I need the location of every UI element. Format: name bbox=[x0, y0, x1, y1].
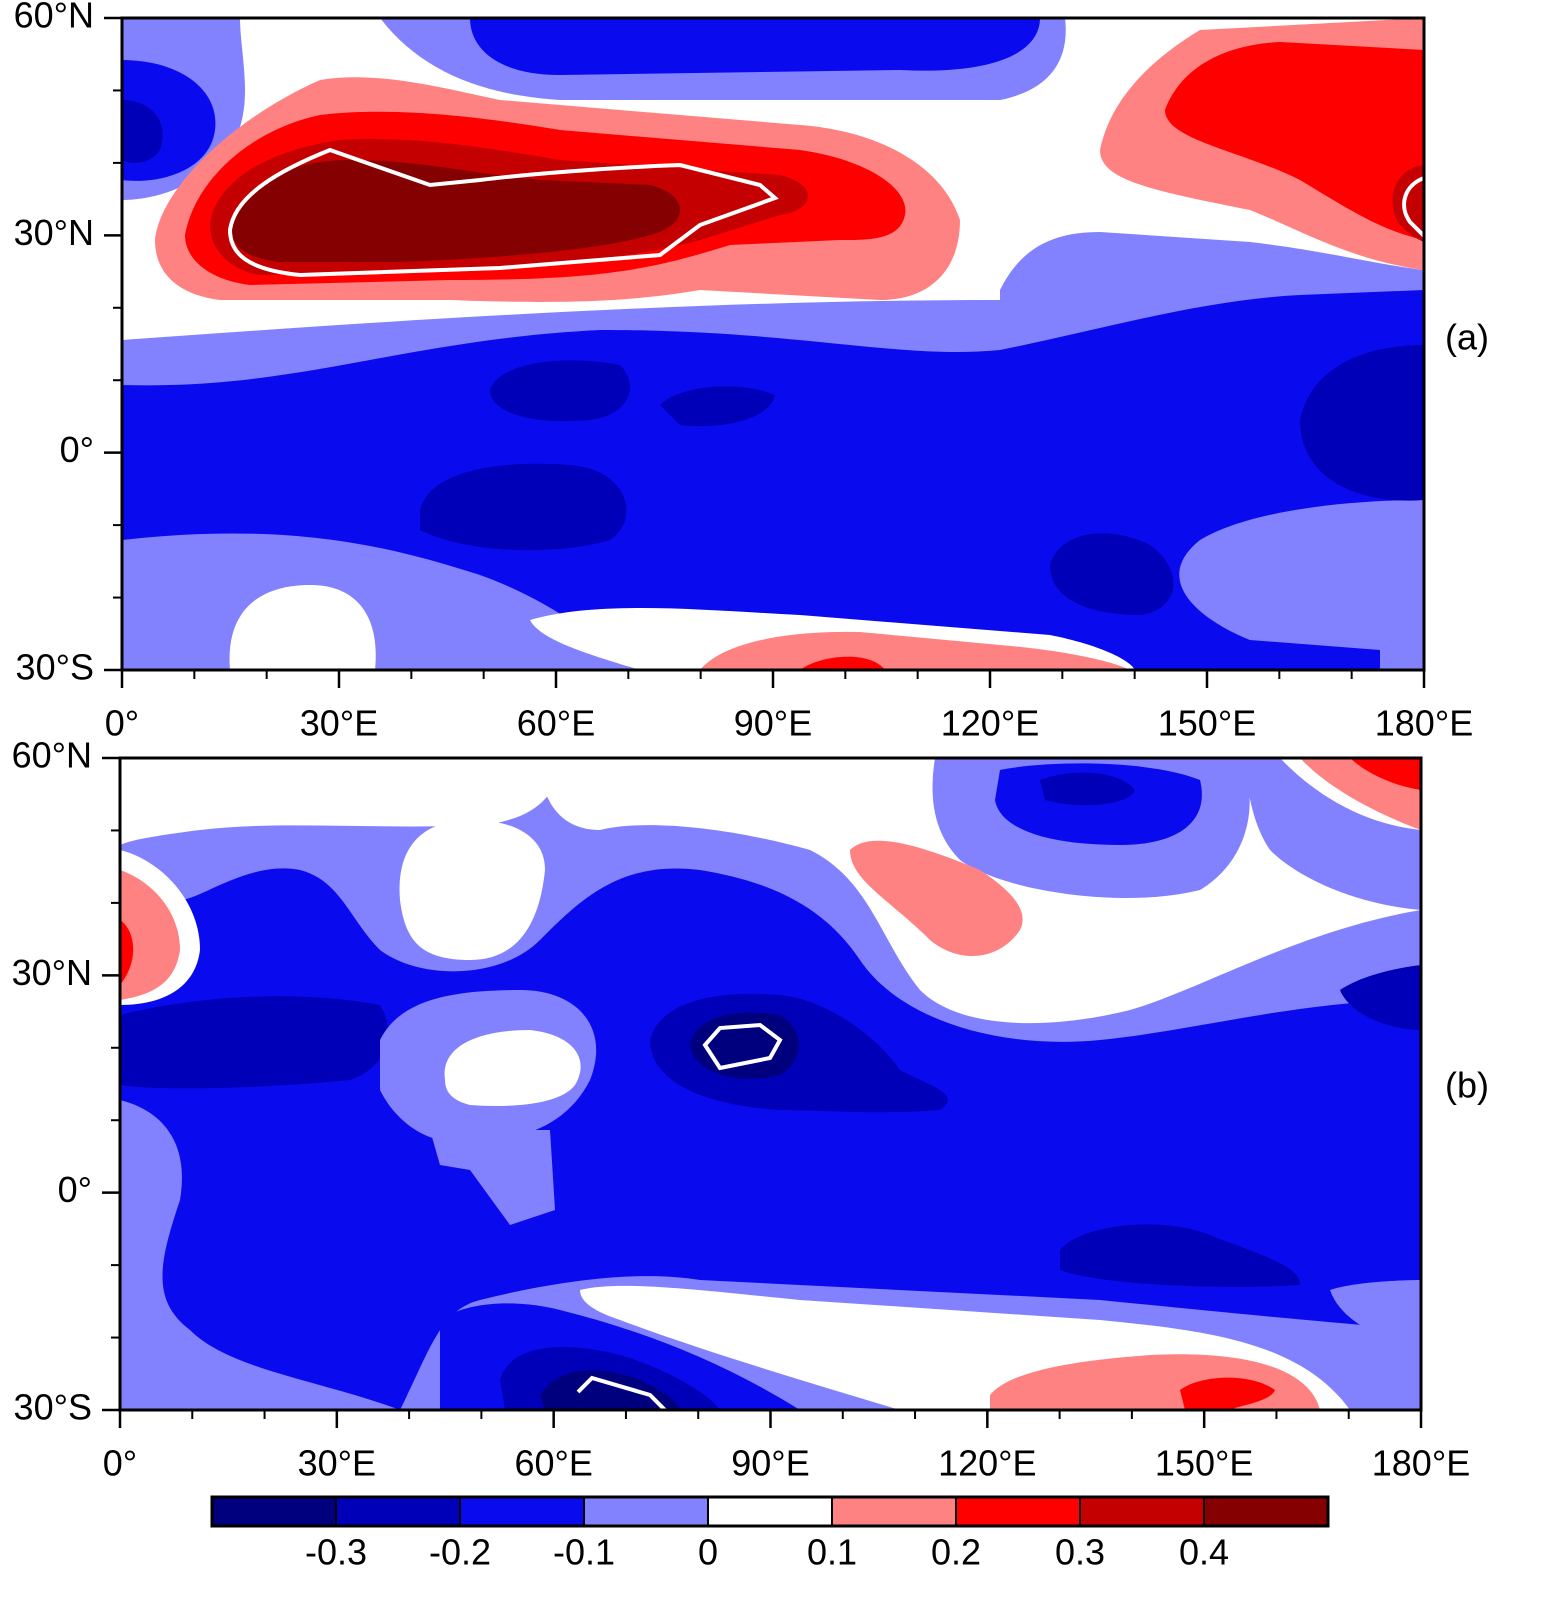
x-tick-label: 60°E bbox=[514, 1443, 592, 1484]
colorbar-label: 0.4 bbox=[1179, 1532, 1229, 1573]
y-tick-label: 30°S bbox=[16, 647, 94, 688]
colorbar-label: 0.2 bbox=[931, 1532, 981, 1573]
colorbar-label: -0.2 bbox=[429, 1532, 491, 1573]
colorbar-bin bbox=[336, 1497, 460, 1526]
y-tick-label: 60°N bbox=[12, 735, 92, 776]
x-tick-label: 0° bbox=[103, 1443, 137, 1484]
colorbar-bin bbox=[212, 1497, 336, 1526]
colorbar-bin bbox=[584, 1497, 708, 1526]
y-tick-label: 0° bbox=[60, 429, 94, 470]
colorbar-label: 0 bbox=[698, 1532, 718, 1573]
y-tick-label: 30°N bbox=[14, 212, 94, 253]
x-tick-label: 120°E bbox=[941, 703, 1039, 744]
colorbar-bin bbox=[956, 1497, 1080, 1526]
colorbar-label: -0.3 bbox=[305, 1532, 367, 1573]
x-tick-label: 30°E bbox=[298, 1443, 376, 1484]
colorbar-label: 0.3 bbox=[1055, 1532, 1105, 1573]
colorbar-bin bbox=[460, 1497, 584, 1526]
y-tick-label: 30°S bbox=[14, 1387, 92, 1428]
panel-label: (b) bbox=[1445, 1065, 1489, 1106]
x-tick-label: 120°E bbox=[938, 1443, 1036, 1484]
colorbar-bin bbox=[832, 1497, 956, 1526]
x-tick-label: 30°E bbox=[300, 703, 378, 744]
panel-label: (a) bbox=[1445, 317, 1489, 358]
x-tick-label: 180°E bbox=[1375, 703, 1473, 744]
x-tick-label: 150°E bbox=[1155, 1443, 1253, 1484]
y-tick-label: 0° bbox=[58, 1169, 92, 1210]
colorbar-bin bbox=[1080, 1497, 1204, 1526]
x-tick-label: 90°E bbox=[731, 1443, 809, 1484]
y-tick-label: 30°N bbox=[12, 952, 92, 993]
colorbar-label: 0.1 bbox=[807, 1532, 857, 1573]
colorbar-bin bbox=[708, 1497, 832, 1526]
x-tick-label: 60°E bbox=[517, 703, 595, 744]
y-tick-label: 60°N bbox=[14, 0, 94, 36]
x-tick-label: 90°E bbox=[734, 703, 812, 744]
x-tick-label: 180°E bbox=[1372, 1443, 1470, 1484]
x-tick-label: 0° bbox=[105, 703, 139, 744]
map-b-fill bbox=[120, 758, 1421, 1410]
colorbar-bin bbox=[1204, 1497, 1328, 1526]
colorbar-frame bbox=[210, 1495, 1330, 1528]
colorbar-label: -0.1 bbox=[553, 1532, 615, 1573]
map-a-fill bbox=[122, 18, 1424, 670]
x-tick-label: 150°E bbox=[1158, 703, 1256, 744]
